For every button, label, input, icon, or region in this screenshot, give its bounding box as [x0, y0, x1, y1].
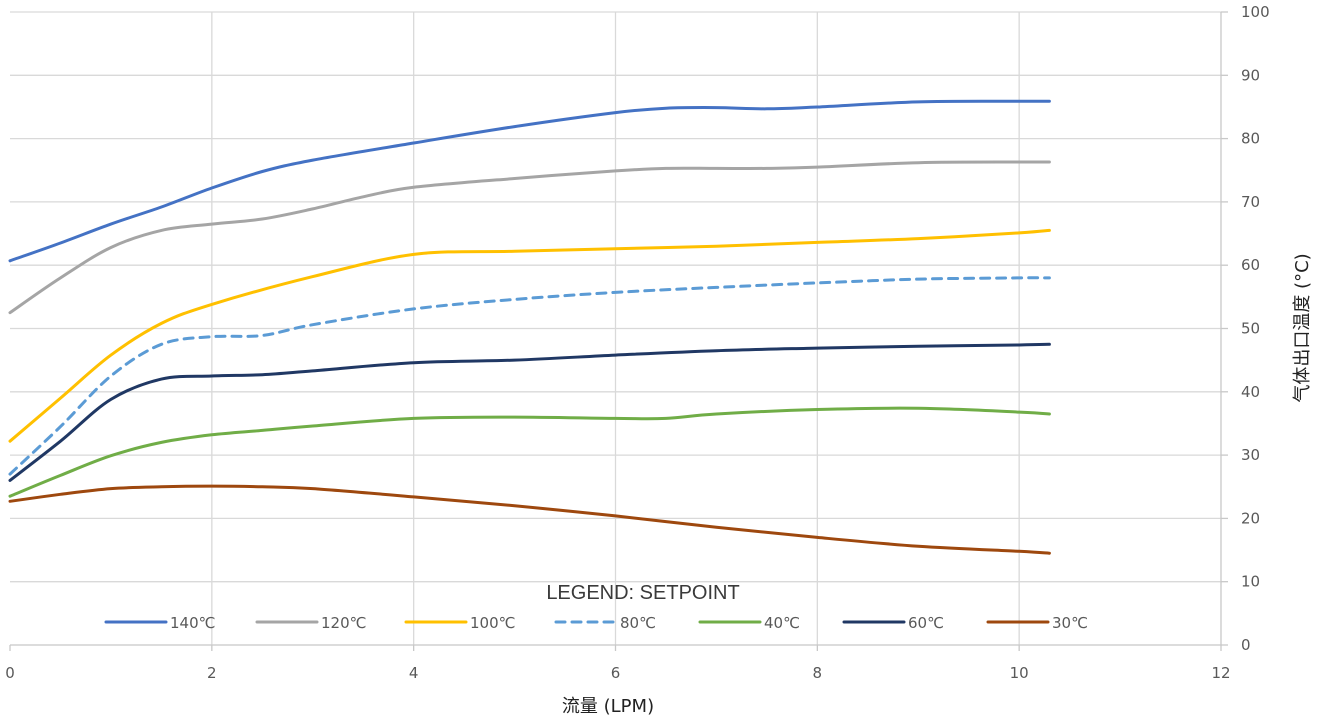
y-tick-label: 40 [1241, 383, 1260, 401]
y-tick-label: 90 [1241, 66, 1260, 84]
series-line-60 [8, 342, 1051, 482]
legend-label-100: 100℃ [470, 614, 515, 632]
x-tick-label: 4 [409, 664, 419, 682]
series-line-140 [8, 99, 1051, 263]
series-line-30 [8, 484, 1051, 555]
y-tick-label: 10 [1241, 573, 1260, 591]
series-line-40 [8, 406, 1051, 498]
series-line-100 [8, 228, 1051, 443]
legend-label-40: 40℃ [764, 614, 800, 632]
legend-label-120: 120℃ [321, 614, 366, 632]
y-tick-label: 20 [1241, 509, 1260, 527]
legend-title: LEGEND: SETPOINT [546, 582, 739, 604]
y-tick-label: 0 [1241, 636, 1251, 654]
x-tick-label: 10 [1010, 664, 1029, 682]
x-axis-title: 流量 (LPM) [562, 696, 654, 717]
legend-label-60: 60℃ [908, 614, 944, 632]
legend-label-140: 140℃ [170, 614, 215, 632]
legend: LEGEND: SETPOINT 140℃ 120℃ 100℃ 80℃ 40℃ 60℃ 30… [104, 582, 1088, 632]
series-line-120 [8, 160, 1051, 315]
axes: 0 10 20 30 40 50 60 70 80 90 100 0 2 4 6 8 10 12 [5, 3, 1269, 682]
x-tick-label: 12 [1211, 664, 1230, 682]
y-tick-label: 50 [1241, 320, 1260, 338]
y-tick-label: 60 [1241, 256, 1260, 274]
x-tick-label: 6 [611, 664, 621, 682]
series-lines [8, 99, 1051, 555]
series-line-80 [8, 276, 1051, 476]
x-tick-label: 2 [207, 664, 217, 682]
y-tick-label: 30 [1241, 446, 1260, 464]
y-tick-label: 100 [1241, 3, 1270, 21]
y-tick-label: 70 [1241, 193, 1260, 211]
x-tick-label: 8 [813, 664, 823, 682]
gridlines [10, 11, 1221, 645]
y-tick-label: 80 [1241, 130, 1260, 148]
legend-label-30: 30℃ [1052, 614, 1088, 632]
y-axis-title: 气体出口温度 (°C) [1292, 253, 1313, 402]
legend-label-80: 80℃ [620, 614, 656, 632]
x-tick-label: 0 [5, 664, 15, 682]
